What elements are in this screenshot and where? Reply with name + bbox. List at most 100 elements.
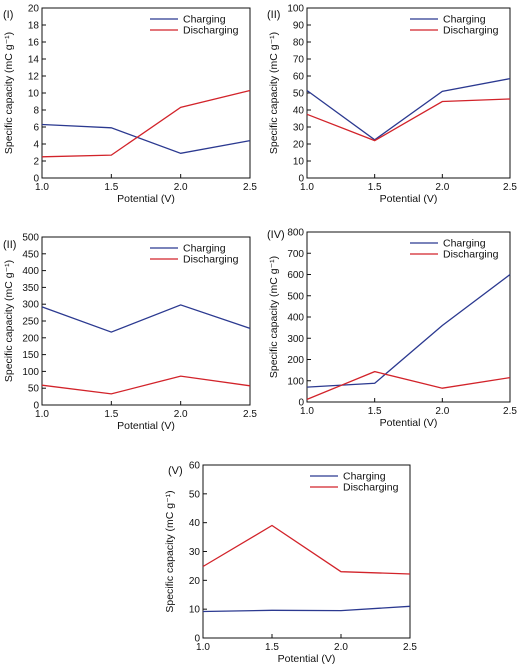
y-tick-label: 300	[22, 300, 39, 311]
x-tick-label: 2.5	[503, 406, 517, 417]
panel-label: (II)	[267, 9, 280, 21]
series-line-charging	[41, 123, 251, 154]
y-tick-label: 14	[28, 55, 40, 66]
chart-panel-4: (IV) 0 100 200 300 400 500 600 700 800 1.0 1.5 2.0 2.…	[267, 228, 517, 430]
y-axis-label: Specific capacity (mC g⁻¹)	[3, 32, 15, 154]
x-tick-label: 1.5	[104, 409, 118, 420]
x-axis-label: Potential (V)	[278, 653, 336, 665]
panel-label: (I)	[3, 9, 13, 21]
y-tick-label: 90	[293, 21, 305, 32]
y-tick-label: 16	[28, 38, 40, 49]
y-tick-label: 0	[33, 401, 39, 412]
legend-label: Discharging	[443, 249, 499, 261]
y-tick-label: 200	[22, 333, 39, 344]
series-line-charging	[306, 77, 511, 141]
x-tick-label: 2.0	[435, 182, 449, 193]
y-tick-label: 0	[298, 174, 304, 185]
x-tick-label: 2.0	[174, 182, 188, 193]
y-tick-label: 80	[293, 38, 305, 49]
series-line-discharging	[41, 375, 251, 395]
y-tick-label: 350	[22, 283, 39, 294]
y-axis-label: Specific capacity (mC g⁻¹)	[268, 256, 280, 378]
y-tick-label: 50	[28, 384, 40, 395]
y-tick-label: 300	[287, 334, 304, 345]
x-tick-label: 2.5	[243, 409, 257, 420]
x-tick-label: 2.5	[403, 642, 417, 653]
y-tick-label: 10	[293, 157, 305, 168]
y-tick-label: 8	[33, 106, 39, 117]
y-tick-label: 100	[287, 4, 304, 15]
x-axis-label: Potential (V)	[117, 193, 175, 205]
chart-panel-3: (II) 0 50 100 150 200 250 300 350 400 450 500 1.0 1.5…	[3, 233, 257, 433]
legend-label: Charging	[443, 14, 486, 26]
y-tick-label: 30	[189, 547, 201, 558]
series-line-discharging	[306, 370, 511, 401]
panel-label: (IV)	[267, 229, 285, 241]
y-tick-label: 10	[28, 89, 40, 100]
y-tick-label: 70	[293, 55, 305, 66]
y-tick-label: 50	[189, 489, 201, 500]
y-tick-label: 60	[189, 461, 201, 472]
x-tick-label: 1.0	[300, 182, 314, 193]
x-tick-label: 2.5	[243, 182, 257, 193]
x-tick-label: 1.0	[35, 182, 49, 193]
y-tick-label: 40	[293, 106, 305, 117]
panel-label: (V)	[168, 465, 183, 477]
y-tick-label: 400	[22, 266, 39, 277]
y-tick-label: 500	[22, 233, 39, 244]
y-tick-label: 600	[287, 270, 304, 281]
y-tick-label: 20	[28, 4, 40, 15]
legend-label: Charging	[443, 238, 486, 250]
y-tick-label: 12	[28, 72, 40, 83]
y-tick-label: 0	[298, 398, 304, 409]
x-axis-label: Potential (V)	[380, 193, 438, 205]
x-tick-label: 1.5	[265, 642, 279, 653]
legend-label: Discharging	[443, 25, 499, 37]
y-axis-label: Specific capacity (mC g⁻¹)	[268, 32, 280, 154]
legend-label: Charging	[343, 471, 386, 483]
y-axis-label: Specific capacity (mC g⁻¹)	[3, 260, 15, 382]
y-tick-label: 0	[33, 174, 39, 185]
panel-label: (II)	[3, 239, 16, 251]
y-tick-label: 50	[293, 89, 305, 100]
series-line-discharging	[306, 98, 511, 142]
legend-label: Charging	[183, 14, 226, 26]
y-tick-label: 200	[287, 355, 304, 366]
x-tick-label: 1.0	[300, 406, 314, 417]
y-tick-label: 18	[28, 21, 40, 32]
chart-panel-5: (V) 0 10 20 30 40 50 60 1.0 1.5 2.0 2.5 Potential (V…	[164, 461, 417, 665]
series-line-discharging	[41, 89, 251, 158]
legend-label: Discharging	[183, 254, 239, 266]
x-tick-label: 1.0	[35, 409, 49, 420]
y-tick-label: 250	[22, 317, 39, 328]
y-tick-label: 20	[293, 140, 305, 151]
y-tick-label: 10	[189, 605, 201, 616]
y-tick-label: 100	[22, 367, 39, 378]
y-tick-label: 400	[287, 313, 304, 324]
y-tick-label: 0	[194, 634, 200, 645]
x-tick-label: 2.0	[174, 409, 188, 420]
y-tick-label: 20	[189, 576, 201, 587]
y-tick-label: 500	[287, 291, 304, 302]
y-tick-label: 60	[293, 72, 305, 83]
x-tick-label: 2.5	[503, 182, 517, 193]
x-tick-label: 1.5	[368, 406, 382, 417]
y-tick-label: 450	[22, 249, 39, 260]
series-line-discharging	[202, 524, 411, 575]
x-tick-label: 1.5	[368, 182, 382, 193]
x-tick-label: 1.0	[196, 642, 210, 653]
y-tick-label: 30	[293, 123, 305, 134]
series-line-charging	[202, 605, 411, 613]
y-tick-label: 700	[287, 249, 304, 260]
y-tick-label: 6	[33, 123, 39, 134]
y-tick-label: 2	[33, 157, 39, 168]
x-tick-label: 1.5	[104, 182, 118, 193]
chart-panel-2: (II) 0 10 20 30 40 50 60 70 80 90 100 1.0 1.5 2.0 2.5 Po…	[267, 4, 517, 206]
y-tick-label: 800	[287, 228, 304, 239]
x-axis-label: Potential (V)	[380, 417, 438, 429]
y-tick-label: 40	[189, 518, 201, 529]
x-tick-label: 2.0	[334, 642, 348, 653]
series-line-charging	[306, 273, 511, 388]
x-tick-label: 2.0	[435, 406, 449, 417]
